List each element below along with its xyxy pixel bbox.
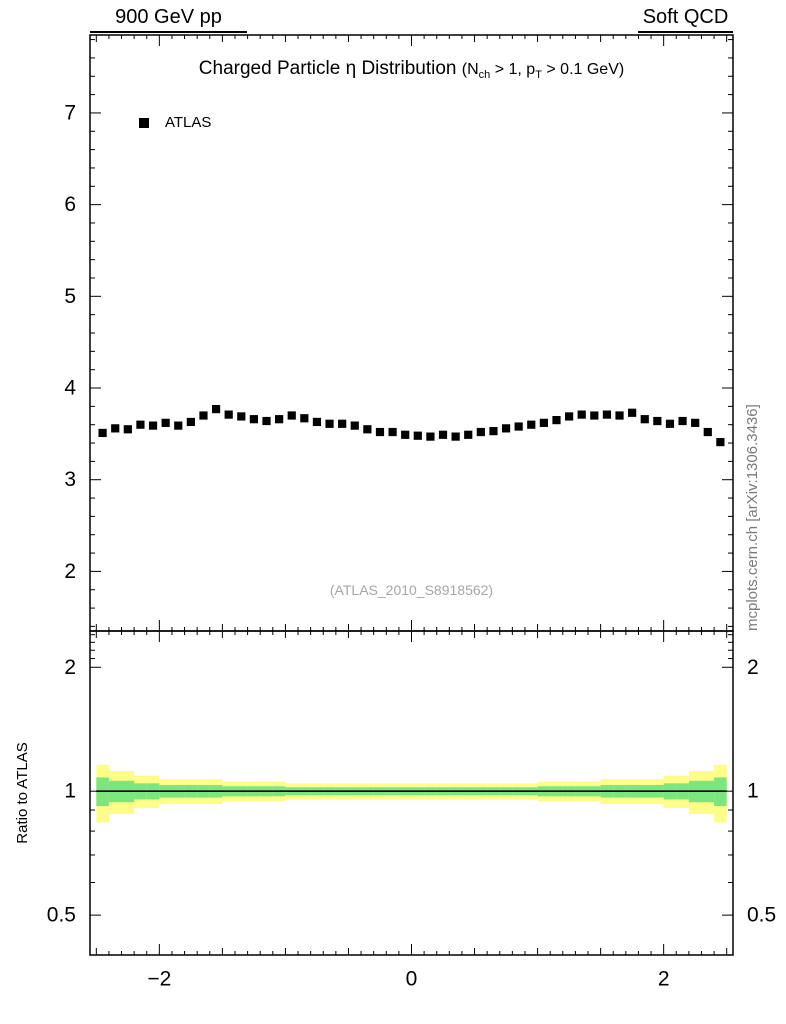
svg-text:2: 2	[747, 656, 759, 679]
data-points	[98, 405, 725, 447]
svg-text:0: 0	[406, 968, 418, 991]
svg-text:2: 2	[64, 560, 76, 583]
svg-text:0.5: 0.5	[47, 904, 76, 927]
ratio-axis-label: Ratio to ATLAS	[14, 742, 31, 844]
ratio-bands	[96, 764, 727, 823]
svg-text:−2: −2	[147, 968, 171, 991]
process-label: Soft QCD	[638, 4, 733, 33]
legend-marker-square	[139, 117, 149, 128]
legend-label: ATLAS	[165, 114, 212, 131]
svg-text:4: 4	[64, 377, 76, 400]
svg-text:5: 5	[64, 285, 76, 308]
svg-text:1: 1	[64, 780, 76, 803]
svg-text:2: 2	[64, 656, 76, 679]
chart-title: Charged Particle η Distribution (Nch > 1…	[90, 58, 733, 81]
tick-labels: −2 0 2 2 3 4 5 6 7 0.5 0.5 1 1 2 2	[47, 101, 776, 990]
axis-ticks	[90, 35, 733, 956]
svg-text:1: 1	[747, 780, 759, 803]
chart-title-main: Charged Particle η Distribution	[198, 58, 462, 79]
svg-text:7: 7	[64, 101, 76, 124]
svg-text:0.5: 0.5	[747, 904, 776, 927]
chart-title-condition: (Nch > 1, pT > 0.1 GeV)	[461, 61, 625, 82]
beam-energy-label: 900 GeV pp	[90, 4, 247, 33]
attribution-sidebar-text: mcplots.cern.ch [arXiv:1306.3436]	[744, 404, 761, 631]
legend: ATLAS	[139, 114, 211, 131]
svg-text:3: 3	[64, 468, 76, 491]
svg-text:2: 2	[658, 968, 670, 991]
svg-text:6: 6	[64, 193, 76, 216]
analysis-watermark: (ATLAS_2010_S8918562)	[329, 582, 494, 598]
panel-frames	[89, 34, 734, 956]
